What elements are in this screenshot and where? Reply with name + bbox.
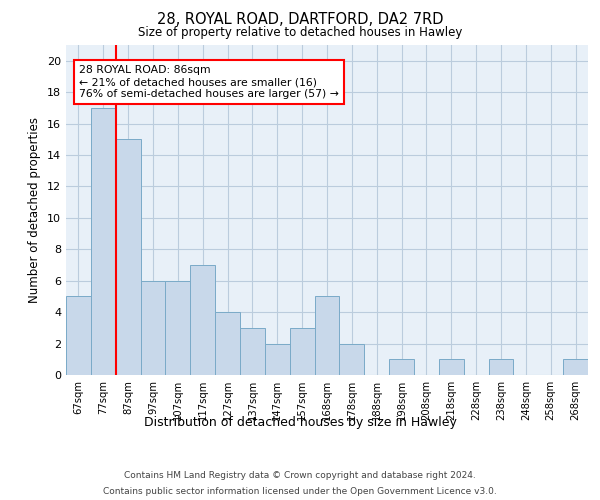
Bar bbox=[265, 344, 290, 375]
Text: Distribution of detached houses by size in Hawley: Distribution of detached houses by size … bbox=[143, 416, 457, 429]
Bar bbox=[563, 360, 588, 375]
Text: Size of property relative to detached houses in Hawley: Size of property relative to detached ho… bbox=[138, 26, 462, 39]
Text: 28, ROYAL ROAD, DARTFORD, DA2 7RD: 28, ROYAL ROAD, DARTFORD, DA2 7RD bbox=[157, 12, 443, 28]
Bar bbox=[439, 360, 464, 375]
Text: Contains public sector information licensed under the Open Government Licence v3: Contains public sector information licen… bbox=[103, 486, 497, 496]
Bar bbox=[290, 328, 314, 375]
Bar bbox=[215, 312, 240, 375]
Bar bbox=[488, 360, 514, 375]
Bar bbox=[116, 140, 140, 375]
Bar bbox=[190, 265, 215, 375]
Bar bbox=[389, 360, 414, 375]
Bar bbox=[140, 280, 166, 375]
Text: 28 ROYAL ROAD: 86sqm
← 21% of detached houses are smaller (16)
76% of semi-detac: 28 ROYAL ROAD: 86sqm ← 21% of detached h… bbox=[79, 66, 339, 98]
Bar bbox=[166, 280, 190, 375]
Text: Contains HM Land Registry data © Crown copyright and database right 2024.: Contains HM Land Registry data © Crown c… bbox=[124, 472, 476, 480]
Bar bbox=[240, 328, 265, 375]
Bar bbox=[91, 108, 116, 375]
Bar bbox=[340, 344, 364, 375]
Bar bbox=[314, 296, 340, 375]
Y-axis label: Number of detached properties: Number of detached properties bbox=[28, 117, 41, 303]
Bar bbox=[66, 296, 91, 375]
